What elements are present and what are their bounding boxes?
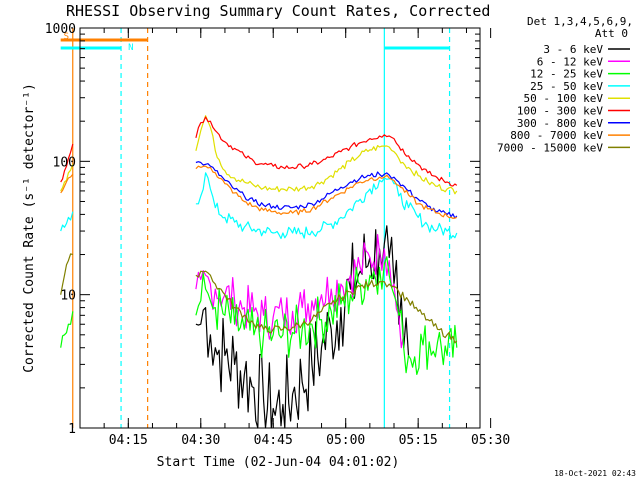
legend-label-300-800-kev: 300 - 800 keV — [517, 117, 603, 130]
series-line-50-100-kev — [60, 115, 458, 195]
y-tick-label: 1000 — [45, 22, 76, 37]
series-line-12-25-kev — [60, 256, 458, 375]
series-line-7000-15000-kev — [60, 253, 458, 344]
flag-label-n: N — [128, 43, 133, 53]
y-axis: 1 10 100 1000 — [45, 22, 480, 437]
series-line-6-12-kev — [195, 234, 405, 349]
series-group — [60, 115, 458, 429]
legend-label-50-100-kev: 50 - 100 keV — [524, 92, 604, 105]
y-tick-label: 1 — [68, 422, 76, 437]
series-line-3-6-kev — [195, 225, 410, 429]
legend-label-7000-15000-kev: 7000 - 15000 keV — [497, 141, 603, 154]
series-line-300-800-kev — [195, 161, 458, 219]
series-line-25-50-kev — [60, 172, 458, 240]
legend-header-line-1: Det 1,3,4,5,6,9, — [527, 15, 633, 28]
legend-label-3-6-kev: 3 - 6 keV — [543, 43, 603, 56]
x-tick-label: 05:30 — [471, 433, 510, 448]
flare-markers — [72, 28, 451, 428]
x-tick-label: 04:15 — [109, 433, 148, 448]
legend-label-100-300-kev: 100 - 300 keV — [517, 105, 603, 118]
plot-frame — [79, 27, 481, 429]
x-tick-label: 04:45 — [254, 433, 293, 448]
legend-label-6-12-kev: 6 - 12 keV — [537, 55, 604, 68]
y-axis-title: Corrected Count Rate (s⁻¹ detector⁻¹) — [22, 83, 37, 373]
x-axis-title: Start Time (02-Jun-04 04:01:02) — [157, 455, 400, 470]
legend-label-12-25-kev: 12 - 25 keV — [530, 68, 603, 81]
flag-bar-1 — [60, 38, 148, 42]
flag-bar-2 — [60, 46, 122, 50]
flag-label-s: S — [64, 32, 69, 42]
legend-header-line-2: Att 0 — [595, 27, 628, 40]
series-line-100-300-kev — [60, 116, 458, 187]
series-line-800-7000-kev — [60, 165, 457, 219]
x-tick-label: 04:30 — [181, 433, 220, 448]
x-axis: 04:15 04:30 04:45 05:00 05:15 05:30 — [79, 28, 510, 448]
x-tick-label: 05:15 — [399, 433, 438, 448]
footer-timestamp: 18-Oct-2021 02:43 — [554, 469, 636, 478]
x-tick-label: 05:00 — [326, 433, 365, 448]
y-tick-label: 10 — [60, 289, 76, 304]
flag-bars: SN — [60, 32, 450, 53]
flag-bar-3 — [384, 46, 450, 50]
legend-label-800-7000-kev: 800 - 7000 keV — [510, 129, 603, 142]
y-tick-label: 100 — [53, 155, 76, 170]
chart-title: RHESSI Observing Summary Count Rates, Co… — [66, 2, 490, 20]
legend-label-25-50-kev: 25 - 50 keV — [530, 80, 603, 93]
